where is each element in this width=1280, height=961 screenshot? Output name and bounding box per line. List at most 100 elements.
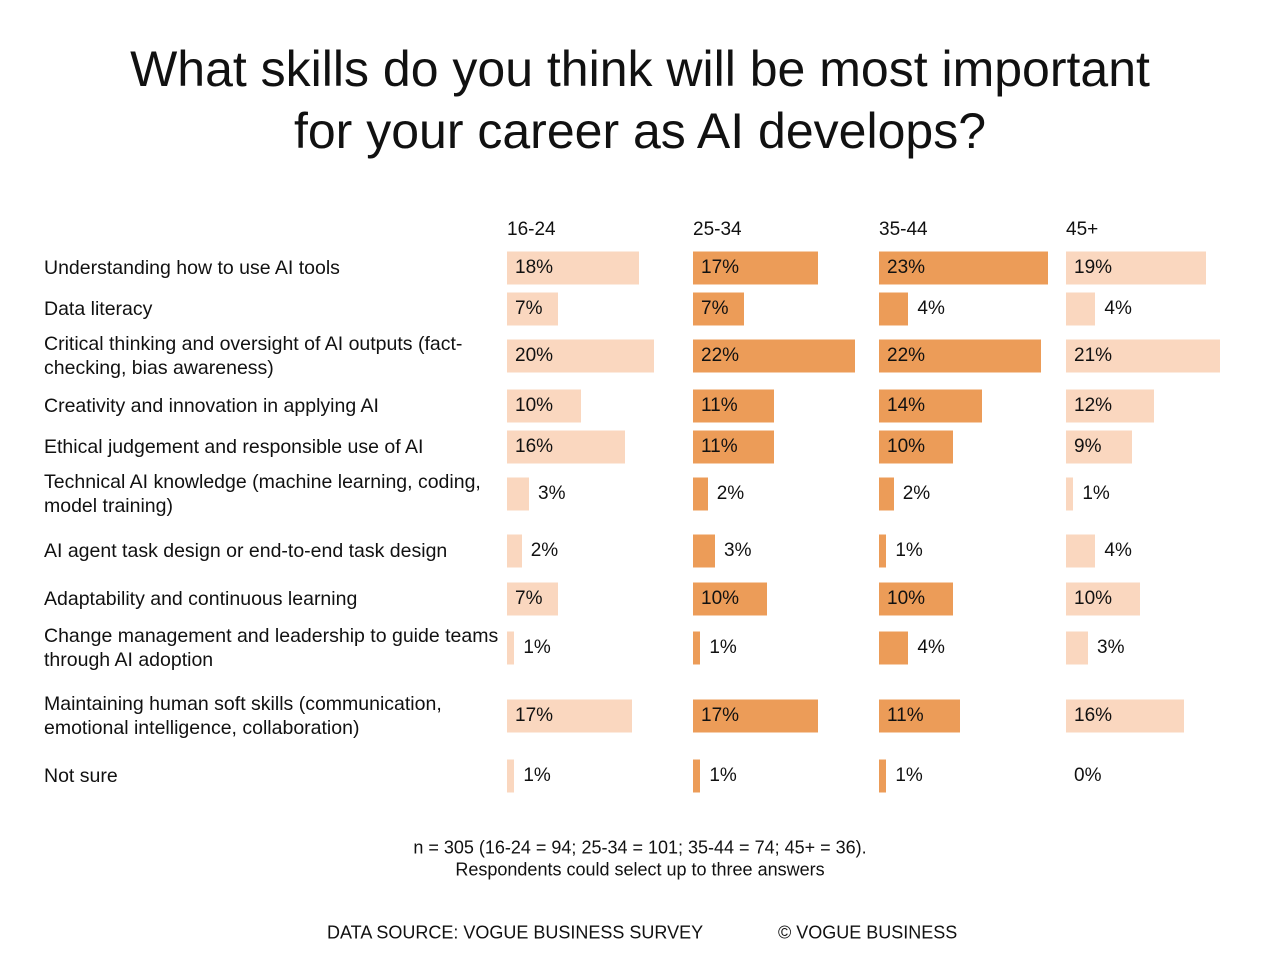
bar [507,430,625,464]
value-label: 1% [523,765,551,786]
bar [879,582,953,616]
category-label: Change management and leadership to guid… [44,625,499,671]
bar [879,251,1049,285]
bar [507,759,515,793]
bar [1066,477,1074,511]
value-label: 16% [1074,705,1113,726]
value-label: 16% [515,436,554,457]
value-label: 22% [701,345,740,366]
value-label: 20% [515,345,554,366]
value-label: 0% [1074,765,1102,786]
bar [507,389,581,423]
category-label: Data literacy [44,298,153,320]
legend-label: 45+ [1066,219,1099,240]
legend-label: 16-24 [507,219,556,240]
bar [879,292,909,326]
value-label: 7% [515,588,543,609]
value-label: 4% [1104,298,1132,319]
bar [879,339,1041,373]
value-label: 10% [1074,588,1113,609]
value-label: 2% [716,483,745,504]
bar [1066,292,1096,326]
value-label: 1% [709,765,737,786]
value-label: 12% [1074,395,1113,416]
value-label: 2% [902,483,931,504]
bar [693,430,774,464]
bar [879,631,909,665]
category-label: Technical AI knowledge (machine learning… [44,471,481,517]
value-label: 10% [515,395,554,416]
value-label: 17% [701,257,740,278]
bar [1066,251,1206,285]
value-label: 3% [724,540,752,561]
bar [693,339,855,373]
bar [879,389,982,423]
value-label: 17% [701,705,740,726]
bar [879,477,894,511]
category-label: Creativity and innovation in applying AI [44,395,379,417]
category-label: Maintaining human soft skills (communica… [44,693,442,739]
value-label: 22% [887,345,926,366]
bar [507,292,559,326]
chart-title: What skills do you think will be most im… [130,41,1150,159]
category-label: Ethical judgement and responsible use of… [44,436,424,458]
bar [507,339,654,373]
bar [1066,699,1184,733]
bar [879,699,960,733]
bar [693,292,745,326]
category-label: Adaptability and continuous learning [44,588,358,610]
value-label: 4% [1104,540,1132,561]
value-label: 18% [515,257,554,278]
bar [693,699,818,733]
value-label: 1% [709,637,737,658]
bar [693,389,774,423]
value-label: 1% [895,540,923,561]
value-label: 7% [701,298,729,319]
bar [693,534,716,568]
value-label: 3% [1097,637,1125,658]
note: Respondents could select up to three ans… [455,859,825,880]
value-label: 1% [1082,483,1110,504]
bar [1066,534,1096,568]
value-label: 10% [887,588,926,609]
value-label: 11% [701,436,738,457]
bar [1066,582,1140,616]
value-label: 23% [887,257,926,278]
value-label: 14% [887,395,926,416]
bar [879,430,953,464]
note: n = 305 (16-24 = 94; 25-34 = 101; 35-44 … [413,837,867,858]
value-label: 10% [701,588,740,609]
bar [693,251,818,285]
value-label: 7% [515,298,543,319]
bar [507,477,530,511]
bar [693,477,708,511]
bar [507,534,522,568]
bar [1066,631,1089,665]
value-label: 17% [515,705,554,726]
bar [693,631,701,665]
category-label: Understanding how to use AI tools [44,257,340,279]
bar [879,534,887,568]
bar [1066,389,1155,423]
value-label: 19% [1074,257,1113,278]
value-label: 21% [1074,345,1113,366]
category-label: Not sure [44,765,118,787]
value-label: 1% [895,765,923,786]
copyright: © VOGUE BUSINESS [778,922,958,943]
value-label: 9% [1074,436,1102,457]
bar [879,759,887,793]
bar [507,631,515,665]
bar [1066,430,1133,464]
bar [1066,339,1221,373]
value-label: 2% [530,540,559,561]
bar [507,582,559,616]
source: DATA SOURCE: VOGUE BUSINESS SURVEY [327,922,704,943]
value-label: 11% [701,395,738,416]
category-label: AI agent task design or end-to-end task … [44,540,448,562]
value-label: 3% [538,483,566,504]
value-label: 10% [887,436,926,457]
value-label: 11% [887,705,924,726]
value-label: 4% [917,298,945,319]
value-label: 4% [917,637,945,658]
